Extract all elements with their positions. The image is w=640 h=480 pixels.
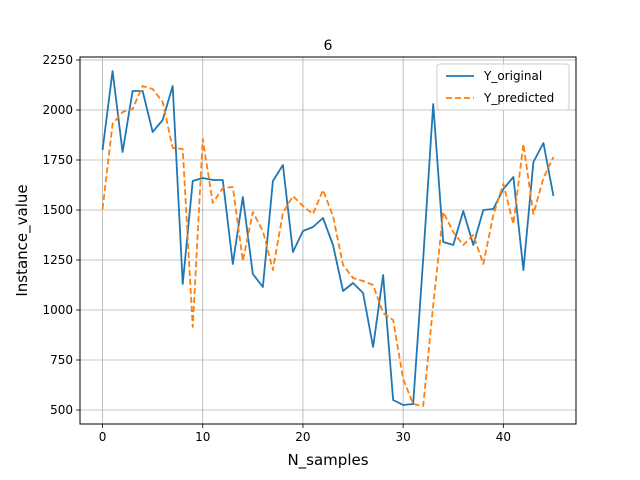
x-tick-label: 10 bbox=[195, 430, 210, 444]
y-tick-label: 2250 bbox=[42, 53, 73, 67]
x-tick-label: 0 bbox=[99, 430, 107, 444]
y-tick-label: 1750 bbox=[42, 153, 73, 167]
legend-label-y-predicted: Y_predicted bbox=[483, 91, 554, 105]
legend: Y_original Y_predicted bbox=[437, 64, 569, 110]
y-tick-label: 750 bbox=[50, 353, 73, 367]
legend-label-y-original: Y_original bbox=[483, 69, 542, 83]
y-axis-label: Instance_value bbox=[13, 184, 32, 296]
y-tick-label: 1500 bbox=[42, 203, 73, 217]
y-tick-label: 2000 bbox=[42, 103, 73, 117]
x-tick-label: 30 bbox=[396, 430, 411, 444]
chart-title: 6 bbox=[324, 38, 333, 54]
x-tick-label: 20 bbox=[295, 430, 310, 444]
y-tick-label: 1250 bbox=[42, 253, 73, 267]
y-tick-label: 500 bbox=[50, 403, 73, 417]
y-tick-label: 1000 bbox=[42, 303, 73, 317]
x-axis-label: N_samples bbox=[287, 451, 368, 470]
x-tick-label: 40 bbox=[496, 430, 511, 444]
